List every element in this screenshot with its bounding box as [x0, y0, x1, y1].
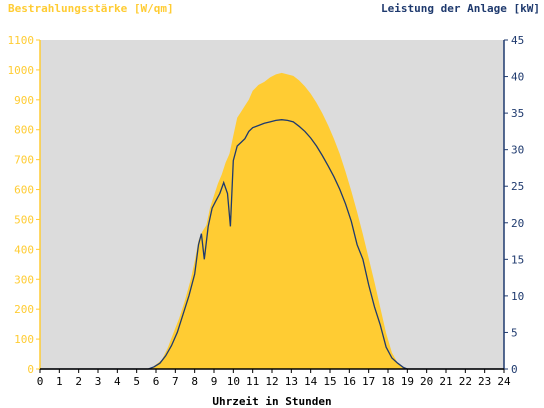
left-tick-label: 400 [14, 243, 34, 256]
x-tick-label: 0 [37, 375, 44, 388]
x-tick-label: 4 [114, 375, 121, 388]
chart-axes: 0100200300400500600700800900100011000510… [8, 34, 525, 388]
right-tick-label: 5 [511, 326, 518, 339]
right-tick-label: 10 [511, 290, 524, 303]
x-tick-label: 2 [75, 375, 82, 388]
right-tick-label: 45 [511, 34, 524, 47]
right-tick-label: 20 [511, 217, 524, 230]
x-tick-label: 21 [439, 375, 452, 388]
x-tick-label: 8 [191, 375, 198, 388]
right-tick-label: 25 [511, 180, 524, 193]
right-axis-title: Leistung der Anlage [kW] [381, 2, 540, 15]
left-tick-label: 1000 [8, 64, 35, 77]
x-tick-label: 16 [343, 375, 356, 388]
right-tick-label: 35 [511, 107, 524, 120]
left-tick-label: 500 [14, 213, 34, 226]
x-tick-label: 15 [323, 375, 336, 388]
x-tick-label: 20 [420, 375, 433, 388]
right-tick-label: 40 [511, 71, 524, 84]
left-tick-label: 800 [14, 124, 34, 137]
irradiance-area [40, 72, 504, 370]
x-tick-label: 10 [227, 375, 240, 388]
left-tick-label: 600 [14, 184, 34, 197]
left-tick-label: 0 [27, 363, 34, 376]
left-tick-label: 100 [14, 333, 34, 346]
left-tick-label: 200 [14, 303, 34, 316]
x-tick-label: 12 [265, 375, 278, 388]
x-tick-label: 7 [172, 375, 179, 388]
left-tick-label: 1100 [8, 34, 35, 47]
x-tick-label: 5 [133, 375, 140, 388]
right-tick-label: 0 [511, 363, 518, 376]
x-tick-label: 23 [478, 375, 491, 388]
power-line [40, 119, 504, 370]
x-tick-label: 19 [401, 375, 414, 388]
x-tick-label: 13 [285, 375, 298, 388]
x-tick-label: 17 [362, 375, 375, 388]
x-tick-label: 22 [459, 375, 472, 388]
left-tick-label: 700 [14, 154, 34, 167]
x-tick-label: 3 [95, 375, 102, 388]
x-tick-label: 6 [153, 375, 160, 388]
chart-marks [40, 72, 504, 370]
x-axis-title: Uhrzeit in Stunden [212, 395, 331, 408]
left-tick-label: 300 [14, 273, 34, 286]
right-tick-label: 30 [511, 144, 524, 157]
x-tick-label: 11 [246, 375, 259, 388]
left-axis-title: Bestrahlungsstärke [W/qm] [8, 2, 174, 15]
right-tick-label: 15 [511, 253, 524, 266]
x-tick-label: 18 [381, 375, 394, 388]
x-tick-label: 14 [304, 375, 318, 388]
x-tick-label: 9 [211, 375, 218, 388]
left-tick-label: 900 [14, 94, 34, 107]
x-tick-label: 1 [56, 375, 63, 388]
x-tick-label: 24 [497, 375, 511, 388]
